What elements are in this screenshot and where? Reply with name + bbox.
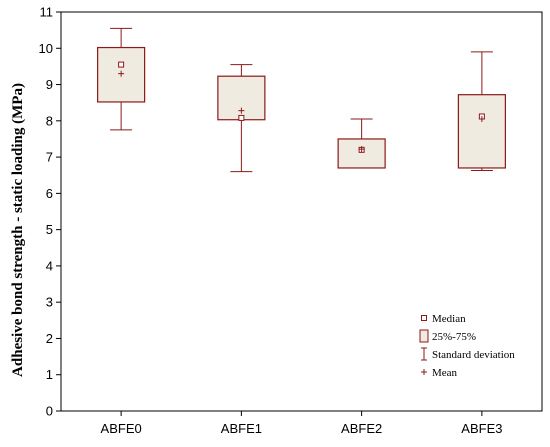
y-axis-label: Adhesive bond strength - static loading … [10,83,26,377]
legend-item: Median [421,313,466,325]
y-tick-label: 4 [46,258,53,273]
boxes [97,27,506,173]
box-abfe2 [337,118,386,169]
y-tick-label: 2 [46,331,53,346]
iqr-box [457,94,506,169]
median-marker [118,61,125,68]
x-tick-label: ABFE0 [101,421,142,436]
legend-label: Median [432,313,466,325]
y-ticks: 0 1 2 3 4 5 6 7 8 9 10 11 [39,5,61,419]
legend-label: Standard deviation [432,349,515,361]
legend: Median 25%-75% Standard deviation Mean [419,313,515,379]
x-tick-label: ABFE2 [341,421,382,436]
legend-item: Mean [421,367,458,379]
box-abfe1 [217,64,266,173]
y-tick-label: 7 [46,150,53,165]
legend-iqr-symbol [419,329,429,343]
y-tick-label: 3 [46,295,53,310]
legend-item: Standard deviation [421,347,515,361]
y-axis-label-group: Adhesive bond strength - static loading … [10,83,26,377]
y-tick-label: 6 [46,186,53,201]
median-marker [238,114,245,121]
legend-item: 25%-75% [419,329,476,343]
y-tick-label: 8 [46,113,53,128]
legend-median-symbol [421,315,427,321]
legend-label: 25%-75% [432,331,476,343]
x-tick-label: ABFE3 [461,421,502,436]
x-ticks: ABFE0 ABFE1 ABFE2 ABFE3 [101,411,502,436]
y-tick-label: 1 [46,367,53,382]
iqr-box [337,138,386,169]
y-tick-label: 9 [46,77,53,92]
plot-frame [60,11,543,412]
y-tick-label: 0 [46,404,53,419]
box-abfe0 [97,27,146,131]
legend-label: Mean [432,367,458,379]
y-tick-label: 5 [46,222,53,237]
y-tick-label: 11 [40,5,54,20]
x-tick-label: ABFE1 [221,421,262,436]
box-abfe3 [457,51,506,172]
y-tick-label: 10 [39,41,53,56]
